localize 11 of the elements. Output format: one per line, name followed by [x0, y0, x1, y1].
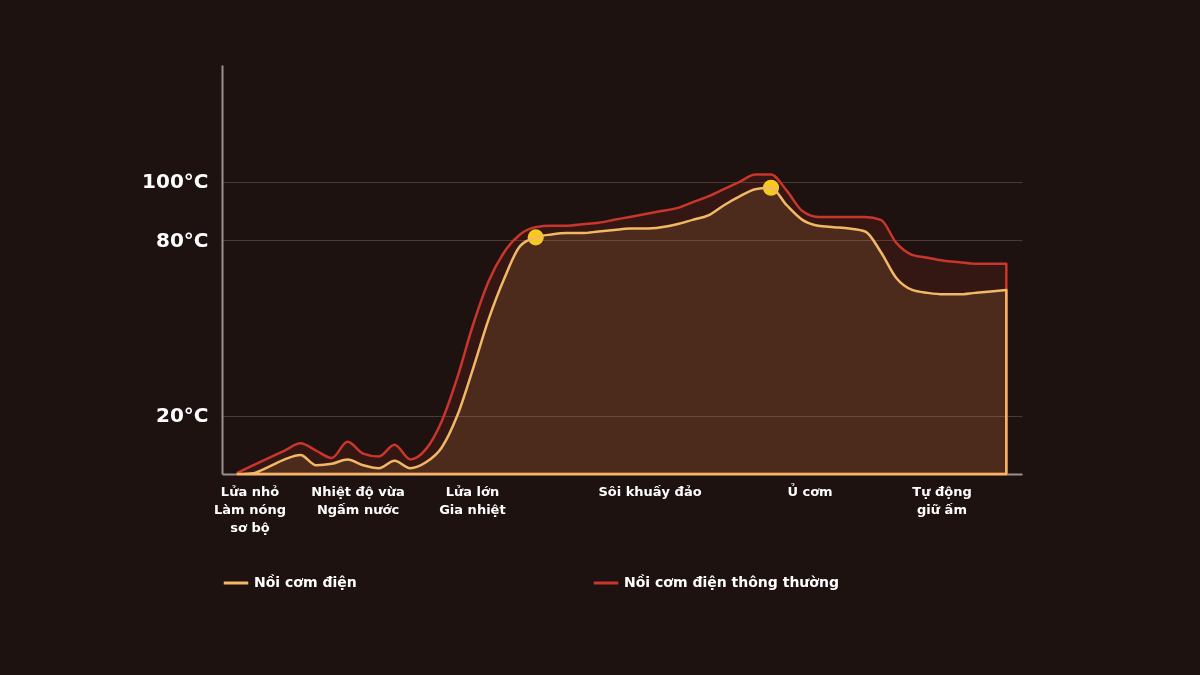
legend-label: Nồi cơm điện: [254, 574, 357, 590]
y-tick-label: 100°C: [142, 169, 209, 194]
y-tick-label: 20°C: [155, 403, 209, 428]
legend-label: Nồi cơm điện thông thường: [624, 574, 839, 590]
text: Tự động giữ ấm: [912, 484, 972, 517]
text: Ủ cơm: [787, 483, 833, 499]
text: Sôi khuấy đảo: [598, 484, 702, 499]
text: Nhiệt độ vừa Ngấm nước: [311, 484, 405, 517]
text: Lửa lớn Gia nhiệt: [439, 484, 506, 517]
text: Lửa nhỏ Làm nóng sơ bộ: [214, 484, 286, 535]
y-tick-label: 80°C: [155, 227, 209, 252]
